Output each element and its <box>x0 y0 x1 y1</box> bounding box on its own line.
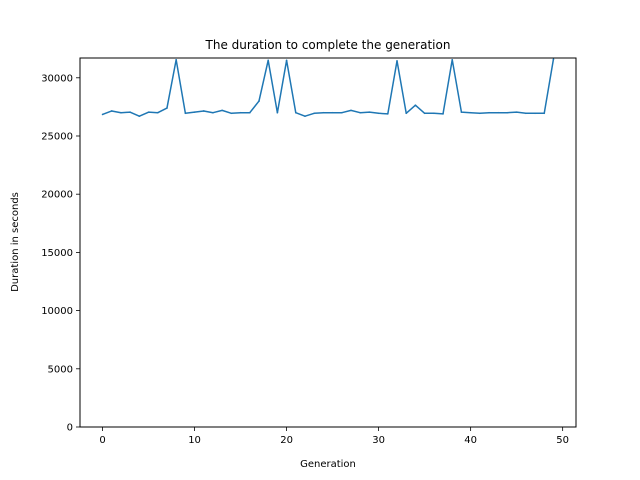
data-point <box>230 112 233 115</box>
data-point <box>442 113 444 115</box>
data-point <box>313 112 315 115</box>
data-point <box>534 112 536 115</box>
data-point <box>138 115 141 118</box>
data-point <box>552 58 555 60</box>
data-point <box>387 113 389 115</box>
x-axis-label: Generation <box>300 459 356 470</box>
data-point <box>479 112 481 115</box>
data-point <box>488 111 490 114</box>
data-point <box>294 111 297 114</box>
data-point <box>258 100 260 102</box>
data-point <box>175 58 177 61</box>
y-tick-label: 0 <box>67 423 73 434</box>
y-tick-label: 15000 <box>41 248 73 259</box>
axes-frame <box>79 57 577 428</box>
data-point <box>101 113 104 116</box>
data-point <box>202 110 205 112</box>
data-point <box>359 111 362 114</box>
x-tick-label: 30 <box>372 435 385 446</box>
x-tick-label: 40 <box>464 435 477 446</box>
data-point <box>285 59 288 62</box>
data-point <box>331 111 334 114</box>
y-tick-label: 5000 <box>48 364 73 375</box>
data-point <box>506 111 509 114</box>
data-point <box>460 111 463 113</box>
data-point <box>322 111 325 114</box>
data-point <box>304 115 306 118</box>
data-point <box>515 111 518 113</box>
data-point <box>433 112 435 115</box>
data-point <box>469 111 472 114</box>
y-tick-label: 25000 <box>41 131 73 142</box>
y-tick-label: 20000 <box>41 190 73 201</box>
data-point <box>166 107 168 109</box>
data-point <box>543 112 546 115</box>
data-point <box>451 58 454 61</box>
data-point <box>120 111 122 114</box>
y-axis: 0 5000 10000 15000 20000 25000 30000 <box>41 73 80 434</box>
x-tick-label: 0 <box>99 435 105 446</box>
y-axis-label: Duration in seconds <box>10 192 21 292</box>
data-point <box>341 111 343 114</box>
data-point <box>184 112 187 115</box>
data-point <box>193 111 196 113</box>
data-point <box>525 112 527 115</box>
data-point <box>147 111 150 113</box>
plot-area <box>101 58 555 118</box>
data-point <box>221 109 223 112</box>
data-point <box>129 111 131 113</box>
data-point <box>405 112 408 115</box>
data-point <box>350 109 352 112</box>
data-point <box>423 112 426 115</box>
data-point <box>368 111 371 113</box>
data-point <box>276 111 279 114</box>
series-line-0 <box>102 59 555 117</box>
data-point <box>239 111 242 114</box>
data-point <box>110 110 113 112</box>
y-tick-label: 30000 <box>41 73 73 84</box>
y-tick-label: 10000 <box>41 306 73 317</box>
x-tick-label: 10 <box>188 435 201 446</box>
data-point <box>377 112 380 115</box>
x-tick-label: 20 <box>280 435 293 446</box>
data-point <box>414 104 417 106</box>
data-point <box>267 59 269 62</box>
data-point <box>248 111 251 114</box>
data-point <box>156 111 159 114</box>
chart-title: The duration to complete the generation <box>205 38 451 52</box>
data-point <box>497 111 500 114</box>
x-axis: 0 10 20 30 40 50 <box>99 427 569 446</box>
x-tick-label: 50 <box>556 435 569 446</box>
data-point <box>212 111 214 114</box>
data-point <box>396 60 398 62</box>
